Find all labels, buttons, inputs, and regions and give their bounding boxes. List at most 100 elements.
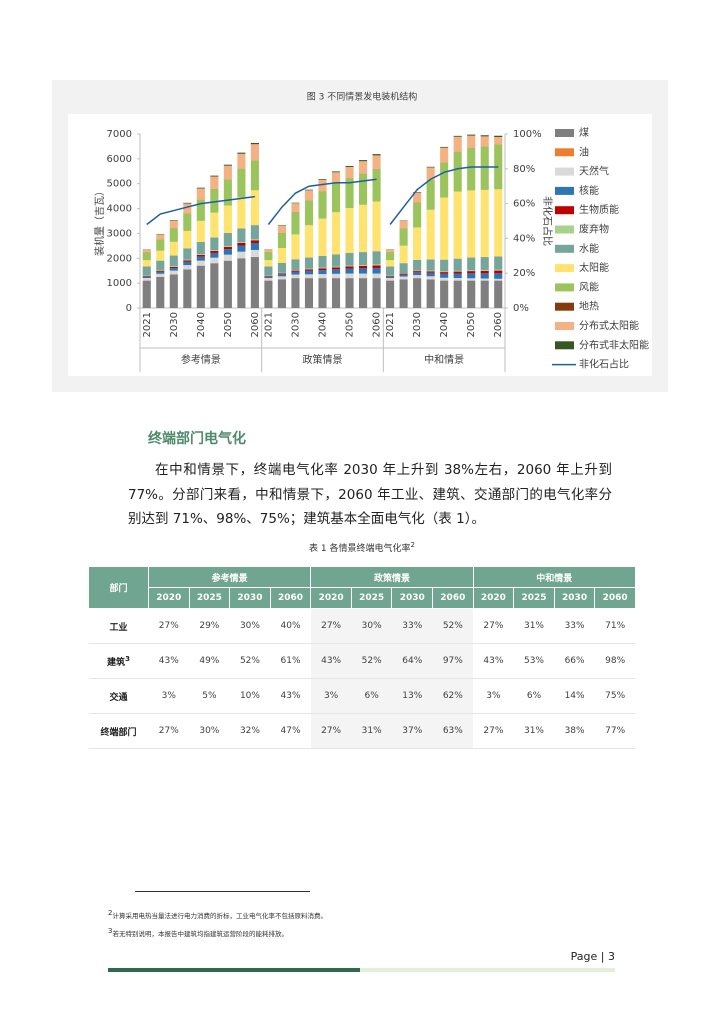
bar-segment [453,135,462,137]
bar-segment [467,190,476,258]
legend-swatch [555,206,574,215]
y-axis-label: 装机量（吉瓦） [93,186,106,256]
table-cell: 3% [148,678,190,714]
bar-segment [440,273,449,278]
bar-segment [399,245,408,264]
year-header: 2025 [513,587,555,609]
table-cell: 43% [310,643,352,679]
bar-segment [440,259,449,272]
bar-segment [480,135,489,137]
bar-segment [250,240,259,243]
bar-segment [183,261,192,266]
section-title: 终端部门电气化 [148,431,246,447]
bar-segment [304,274,314,279]
bar-segment [386,278,395,281]
bar-segment [331,267,341,270]
bar-segment [223,246,232,250]
legend-label: 分布式非太阳能 [579,338,649,351]
bar-segment [264,266,273,276]
bar-segment [467,148,476,191]
bar-segment [399,220,408,229]
legend-label: 核能 [579,184,599,197]
bar-segment [467,257,476,271]
paragraph: 在中和情景下，终端电气化率 2030 年上升到 38%左右，2060 年上升到 … [128,462,612,527]
bar-segment [359,278,368,308]
bar-segment [237,245,246,252]
bar-segment [453,270,462,272]
bar-segment [183,265,192,270]
bars [142,134,503,308]
bar-segment [480,278,489,281]
bar-segment [250,142,259,145]
bar-segment [291,278,300,308]
table-cell: 5% [189,678,230,714]
bar-segment [237,258,246,308]
bar-segment [223,260,232,308]
x-tick-label: 2040 [439,312,450,337]
table-cell: 27% [148,713,190,749]
bar-segment [223,254,232,261]
table-cell: 52% [229,643,271,679]
bar-segment [331,183,341,213]
bar-segment [494,136,503,145]
table-cell: 27% [473,608,514,644]
bar-segment [345,178,354,209]
bar-segment [480,146,489,190]
bar-segment [318,255,327,268]
legend-label: 废弃物 [579,223,609,236]
table-cell: 37% [391,713,433,749]
footnotes: 2计算采用电热当量法进行电力消费的折标，工业电气化率不包括原料消费。 3若无特别说… [108,906,327,942]
bar-segment [142,280,151,308]
bar-segment [345,265,354,267]
table-cell: 31% [513,713,555,749]
table-cell: 27% [310,608,352,644]
bar-segment [210,176,219,189]
bar-segment [304,200,314,226]
y2-tick-label: 60% [513,199,535,210]
bar-segment [183,260,192,262]
bar-segment [399,274,408,277]
group-label: 政策情景 [303,353,343,366]
x-tick-label: 2040 [196,312,207,337]
footnote-mark: 3 [108,927,113,936]
bar-segment [156,260,165,271]
table-row: 工业 27% 29% 30% 40% 27% 30% 33% 52% 27% 31% 33% 71% [88,608,636,644]
group-header: 政策情景 [310,566,474,588]
table-cell: 98% [594,643,636,679]
bar-segment [318,268,327,271]
table-cell: 33% [391,608,433,644]
bar-segment [291,234,300,260]
bar-segment [453,273,462,279]
bar-segment [426,166,435,168]
table-cell: 53% [513,643,555,679]
bar-segment [440,280,449,308]
footnote: 2计算采用电热当量法进行电力消费的折标，工业电气化率不包括原料消费。 [108,906,327,924]
table-cell: 10% [229,678,271,714]
bar-segment [399,279,408,308]
bar-segment [196,199,205,221]
y-tick-label: 0 [126,303,132,314]
bar-segment [237,153,246,169]
bar-segment [359,161,368,174]
bar-segment [142,266,151,276]
row-label-text: 建筑 [107,657,126,668]
bar-segment [480,136,489,147]
bar-segment [169,266,178,267]
bar-segment [169,255,178,267]
bar-segment [196,265,205,308]
y-tick-label: 3000 [107,228,132,239]
bar-segment [331,273,341,279]
bar-segment [331,254,341,267]
table-cell: 27% [310,713,352,749]
table-cell: 31% [351,713,392,749]
year-header: 2030 [553,587,596,609]
bar-segment [386,252,395,261]
bar-segment [453,280,462,308]
header-row: 部门 参考情景 政策情景 中和情景 [88,566,637,609]
bar-segment [359,265,368,269]
x-tick-label: 2030 [412,312,423,337]
bar-segment [372,265,381,269]
table-cell: 52% [351,643,392,679]
bar-segment [399,228,408,246]
